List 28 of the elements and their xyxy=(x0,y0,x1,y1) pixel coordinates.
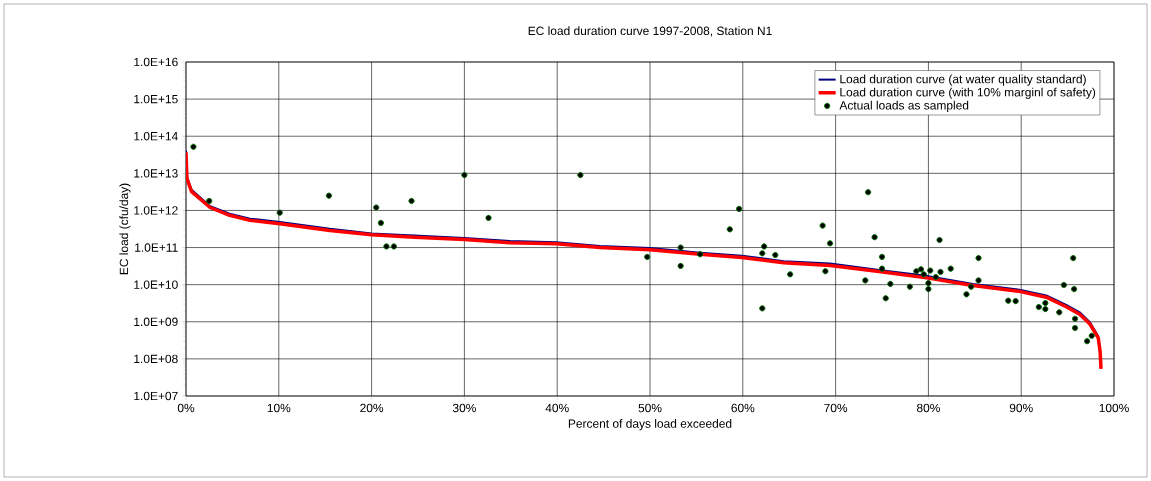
y-tick-label: 1.0E+09 xyxy=(134,317,178,326)
legend-label: Load duration curve (at water quality standard) xyxy=(840,74,1086,86)
line-series xyxy=(186,150,1103,371)
y-tick-label: 1.0E+15 xyxy=(134,94,178,104)
legend-label: Load duration curve (with 10% marginl of safety) xyxy=(840,87,1096,99)
y-tick-label: 1.0E+13 xyxy=(134,169,178,178)
x-tick-label: 40% xyxy=(545,403,569,413)
x-tick-label: 80% xyxy=(916,403,940,413)
x-tick-label: 50% xyxy=(638,403,662,413)
x-tick-label: 10% xyxy=(267,403,291,413)
y-tick-label: 1.0E+10 xyxy=(134,280,178,289)
x-tick-label: 20% xyxy=(360,403,384,413)
y-tick-label: 1.0E+07 xyxy=(134,391,178,401)
x-tick-label: 90% xyxy=(1009,403,1033,413)
y-tick-label: 1.0E+11 xyxy=(135,243,178,252)
legend-label: Actual loads as sampled xyxy=(839,100,969,112)
x-tick-label: 30% xyxy=(452,403,476,413)
x-tick-label: 70% xyxy=(824,403,848,413)
y-axis-title: EC load (cfu/day) xyxy=(119,183,131,275)
x-tick-label: 0% xyxy=(177,403,195,413)
y-tick-label: 1.0E+14 xyxy=(134,131,178,141)
x-axis-title: Percent of days load exceeded xyxy=(568,419,732,431)
y-tick-label: 1.0E+16 xyxy=(134,57,178,67)
chart-title: EC load duration curve 1997-2008, Station N1 xyxy=(528,26,772,37)
y-tick-label: 1.0E+12 xyxy=(134,206,178,215)
x-tick-label: 100% xyxy=(1099,403,1129,413)
y-tick-label: 1.0E+08 xyxy=(134,354,178,364)
x-tick-label: 60% xyxy=(731,403,755,413)
